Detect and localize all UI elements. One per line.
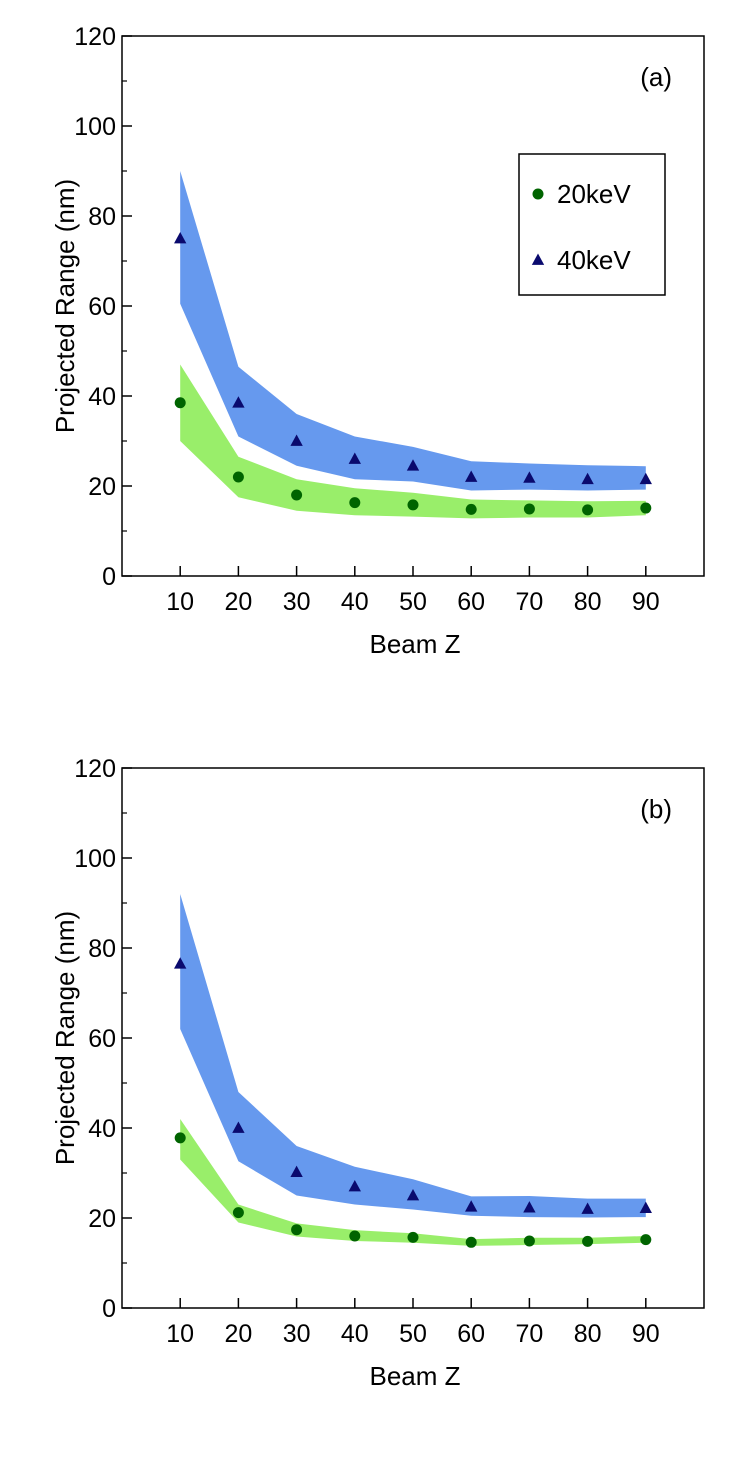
y-tick-label: 80 — [88, 203, 116, 231]
point-20kev-z20 — [232, 471, 244, 483]
point-20kev-z50 — [407, 1231, 419, 1243]
point-20kev-z40 — [349, 497, 361, 509]
point-20kev-z60 — [465, 1236, 477, 1248]
y-tick-label: 60 — [88, 1025, 116, 1053]
point-20kev-z90 — [640, 502, 652, 514]
x-tick-label: 40 — [341, 1320, 369, 1348]
x-tick-label: 30 — [283, 1320, 311, 1348]
x-tick-label: 30 — [283, 588, 311, 616]
band-40kev — [180, 894, 646, 1218]
x-axis-title: Beam Z — [369, 1361, 460, 1391]
point-20kev-z70 — [523, 503, 535, 515]
x-tick-label: 70 — [515, 588, 543, 616]
point-40kev-z80 — [581, 1202, 594, 1214]
point-40kev-z40 — [348, 452, 361, 464]
point-40kev-z10 — [174, 957, 187, 969]
band-20kev — [180, 364, 646, 519]
point-40kev-z20 — [232, 396, 245, 408]
point-40kev-z80 — [581, 472, 594, 485]
y-tick-label: 20 — [88, 1205, 116, 1233]
y-tick-label: 60 — [88, 293, 116, 321]
point-20kev-z20 — [232, 1207, 244, 1219]
point-40kev-z60 — [465, 470, 478, 482]
point-40kev-z40 — [348, 1180, 361, 1192]
point-40kev-z50 — [406, 459, 420, 471]
point-40kev-z90 — [639, 1201, 652, 1213]
y-axis-title: Projected Range (nm) — [50, 179, 80, 433]
x-tick-label: 60 — [457, 1320, 485, 1348]
y-tick-label: 120 — [74, 755, 116, 783]
point-20kev-z10 — [174, 397, 186, 409]
x-tick-label: 90 — [632, 1320, 660, 1348]
y-axis-title: Projected Range (nm) — [50, 911, 80, 1165]
x-tick-label: 60 — [457, 588, 485, 616]
x-tick-label: 80 — [574, 1320, 602, 1348]
y-tick-label: 40 — [88, 383, 116, 411]
y-tick-label: 80 — [88, 935, 116, 963]
x-tick-label: 50 — [399, 1320, 427, 1348]
x-tick-label: 20 — [224, 588, 252, 616]
x-tick-label: 40 — [341, 588, 369, 616]
point-20kev-z40 — [349, 1230, 361, 1242]
point-40kev-z70 — [523, 1201, 536, 1213]
point-20kev-z60 — [465, 503, 477, 515]
point-40kev-z10 — [174, 232, 187, 244]
chart-panel-b: 10 20 30 40 50 60 70 80 90 0 20 40 60 80 100 120 Beam Z P… — [50, 755, 705, 1391]
point-40kev-z90 — [639, 472, 652, 485]
point-40kev-z20 — [232, 1121, 245, 1133]
y-tick-label: 0 — [102, 563, 116, 591]
legend-box — [518, 153, 666, 296]
panel-label: (a) — [640, 62, 672, 92]
x-tick-label: 80 — [574, 588, 602, 616]
x-tick-label: 10 — [166, 588, 194, 616]
y-tick-label: 20 — [88, 473, 116, 501]
panel-label: (b) — [640, 794, 672, 824]
legend-label: 40keV — [557, 245, 631, 275]
x-tick-label: 90 — [632, 588, 660, 616]
legend-label: 20keV — [557, 179, 631, 209]
point-20kev-z70 — [523, 1235, 535, 1247]
point-40kev-z70 — [523, 471, 536, 483]
point-40kev-z30 — [290, 1165, 303, 1177]
point-40kev-z60 — [465, 1200, 478, 1212]
x-tick-label: 50 — [399, 588, 427, 616]
y-tick-label: 120 — [74, 23, 116, 51]
point-20kev-z50 — [407, 499, 419, 511]
x-tick-label: 70 — [515, 1320, 543, 1348]
x-tick-label: 20 — [224, 1320, 252, 1348]
legend-marker-triangle — [531, 253, 545, 265]
point-40kev-z30 — [290, 434, 303, 446]
point-20kev-z10 — [174, 1132, 186, 1144]
x-axis-title: Beam Z — [369, 629, 460, 659]
x-tick-label: 10 — [166, 1320, 194, 1348]
point-20kev-z90 — [640, 1234, 652, 1246]
y-tick-label: 100 — [74, 113, 116, 141]
point-40kev-z50 — [406, 1189, 420, 1201]
point-20kev-z30 — [291, 1224, 303, 1236]
point-20kev-z30 — [291, 489, 303, 501]
legend: 20keV 40keV — [518, 153, 666, 296]
point-20kev-z80 — [582, 1235, 594, 1247]
legend-marker-circle — [532, 188, 544, 200]
y-tick-label: 40 — [88, 1115, 116, 1143]
y-tick-label: 100 — [74, 845, 116, 873]
y-tick-label: 0 — [102, 1295, 116, 1323]
point-20kev-z80 — [582, 504, 594, 516]
chart-panel-a: 10 20 30 40 50 60 70 80 90 0 20 40 60 80 100 120 Beam Z P… — [50, 23, 705, 659]
